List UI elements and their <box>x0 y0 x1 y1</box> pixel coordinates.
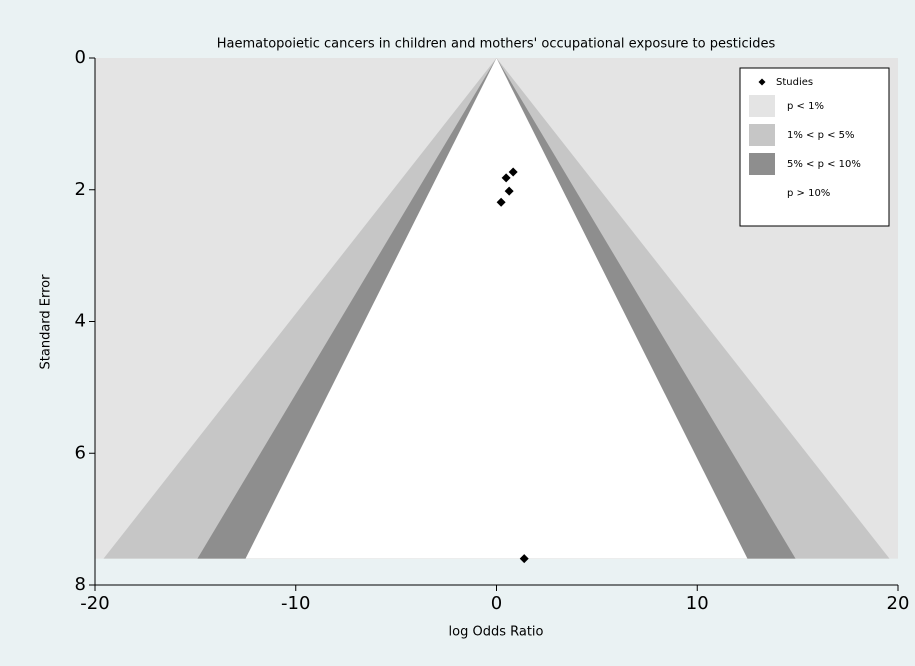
y-axis-label: Standard Error <box>39 274 54 370</box>
x-tick-label: -10 <box>281 593 310 614</box>
legend-label: Studies <box>776 77 813 88</box>
y-tick-label: 0 <box>75 47 86 68</box>
legend-swatch <box>749 182 775 204</box>
legend-label: p < 1% <box>787 101 824 112</box>
study-point <box>519 554 529 564</box>
legend-label: 5% < p < 10% <box>787 159 861 170</box>
study-point <box>508 167 518 177</box>
legend-marker <box>758 78 766 86</box>
y-tick-label: 8 <box>75 574 86 595</box>
contour-region <box>245 58 748 559</box>
x-tick-label: 20 <box>887 593 910 614</box>
legend-swatch <box>749 153 775 175</box>
y-tick-label: 2 <box>75 179 86 200</box>
x-axis-label: log Odds Ratio <box>449 625 544 640</box>
y-tick-label: 6 <box>75 442 86 463</box>
legend-swatch <box>749 124 775 146</box>
study-point <box>501 173 511 183</box>
x-tick-label: 10 <box>686 593 709 614</box>
study-point <box>504 186 514 196</box>
legend-label: 1% < p < 5% <box>787 130 855 141</box>
chart-title: Haematopoietic cancers in children and m… <box>217 37 776 52</box>
legend-swatch <box>749 95 775 117</box>
study-point <box>496 197 506 207</box>
y-tick-label: 4 <box>75 311 86 332</box>
x-tick-label: 0 <box>491 593 502 614</box>
x-tick-label: -20 <box>80 593 109 614</box>
legend-label: p > 10% <box>787 188 830 199</box>
